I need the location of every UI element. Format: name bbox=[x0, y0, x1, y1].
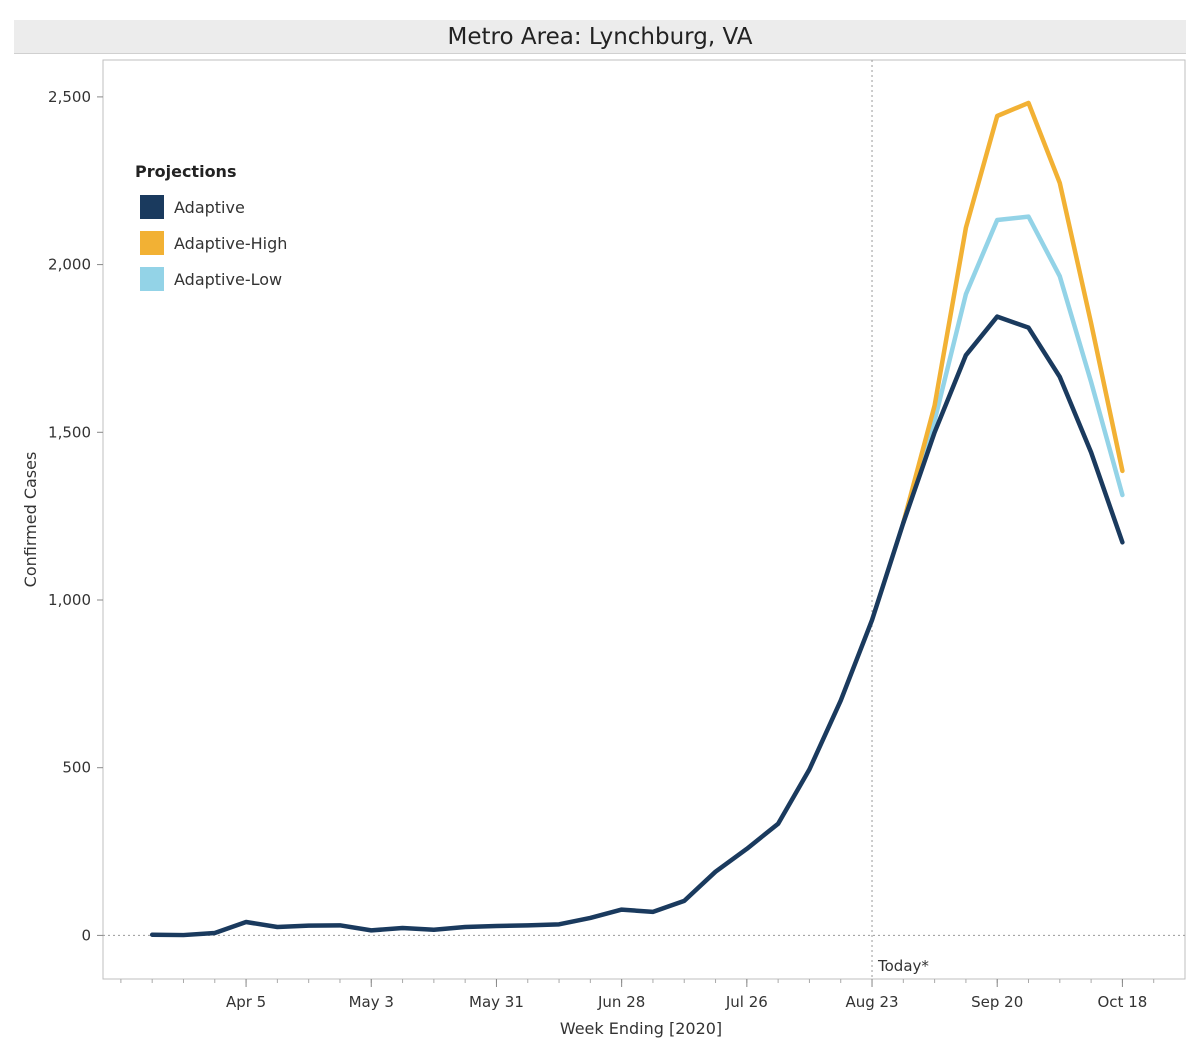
legend-label: Adaptive-High bbox=[174, 233, 288, 253]
y-tick-label: 1,500 bbox=[48, 423, 91, 441]
x-tick-label: Jun 28 bbox=[597, 993, 645, 1011]
legend: Projections Adaptive Adaptive-High Adapt… bbox=[135, 162, 287, 297]
legend-label: Adaptive-Low bbox=[174, 269, 283, 289]
x-tick-label: Jul 26 bbox=[725, 993, 768, 1011]
legend-label: Adaptive bbox=[174, 197, 245, 217]
plot-frame bbox=[102, 59, 1186, 980]
x-axis-label: Week Ending [2020] bbox=[560, 1019, 722, 1038]
legend-item-adaptive-high[interactable]: Adaptive-High bbox=[135, 225, 287, 261]
today-marker-label: Today* bbox=[877, 957, 929, 975]
y-axis-label: Confirmed Cases bbox=[21, 452, 40, 588]
chart-title: Metro Area: Lynchburg, VA bbox=[14, 20, 1186, 54]
y-tick-label: 2,000 bbox=[48, 256, 91, 274]
series-line-adaptive-low bbox=[901, 214, 1125, 526]
x-tick-label: Apr 5 bbox=[226, 993, 266, 1011]
y-tick-label: 500 bbox=[62, 759, 91, 777]
x-tick-label: Oct 18 bbox=[1098, 993, 1148, 1011]
legend-swatch bbox=[140, 231, 164, 255]
series-line-adaptive-high bbox=[901, 100, 1125, 526]
x-tick-label: Aug 23 bbox=[845, 993, 898, 1011]
x-tick-label: May 3 bbox=[349, 993, 394, 1011]
legend-swatch bbox=[140, 195, 164, 219]
legend-title: Projections bbox=[135, 162, 237, 181]
y-axis: 0 500 1,000 1,500 2,000 2,500 bbox=[48, 88, 103, 944]
y-tick-label: 2,500 bbox=[48, 88, 91, 106]
y-tick-label: 1,000 bbox=[48, 591, 91, 609]
series-line-adaptive bbox=[149, 314, 1125, 938]
y-tick-label: 0 bbox=[81, 926, 91, 944]
x-tick-label: Sep 20 bbox=[971, 993, 1023, 1011]
legend-item-adaptive[interactable]: Adaptive bbox=[135, 189, 287, 225]
x-tick-label: May 31 bbox=[469, 993, 524, 1011]
legend-item-adaptive-low[interactable]: Adaptive-Low bbox=[135, 261, 287, 297]
legend-swatch bbox=[140, 267, 164, 291]
x-axis: Apr 5 May 3 May 31 Jun 28 Jul 26 Aug 23 Sep 20… bbox=[120, 979, 1155, 1011]
series-lines bbox=[149, 100, 1125, 938]
